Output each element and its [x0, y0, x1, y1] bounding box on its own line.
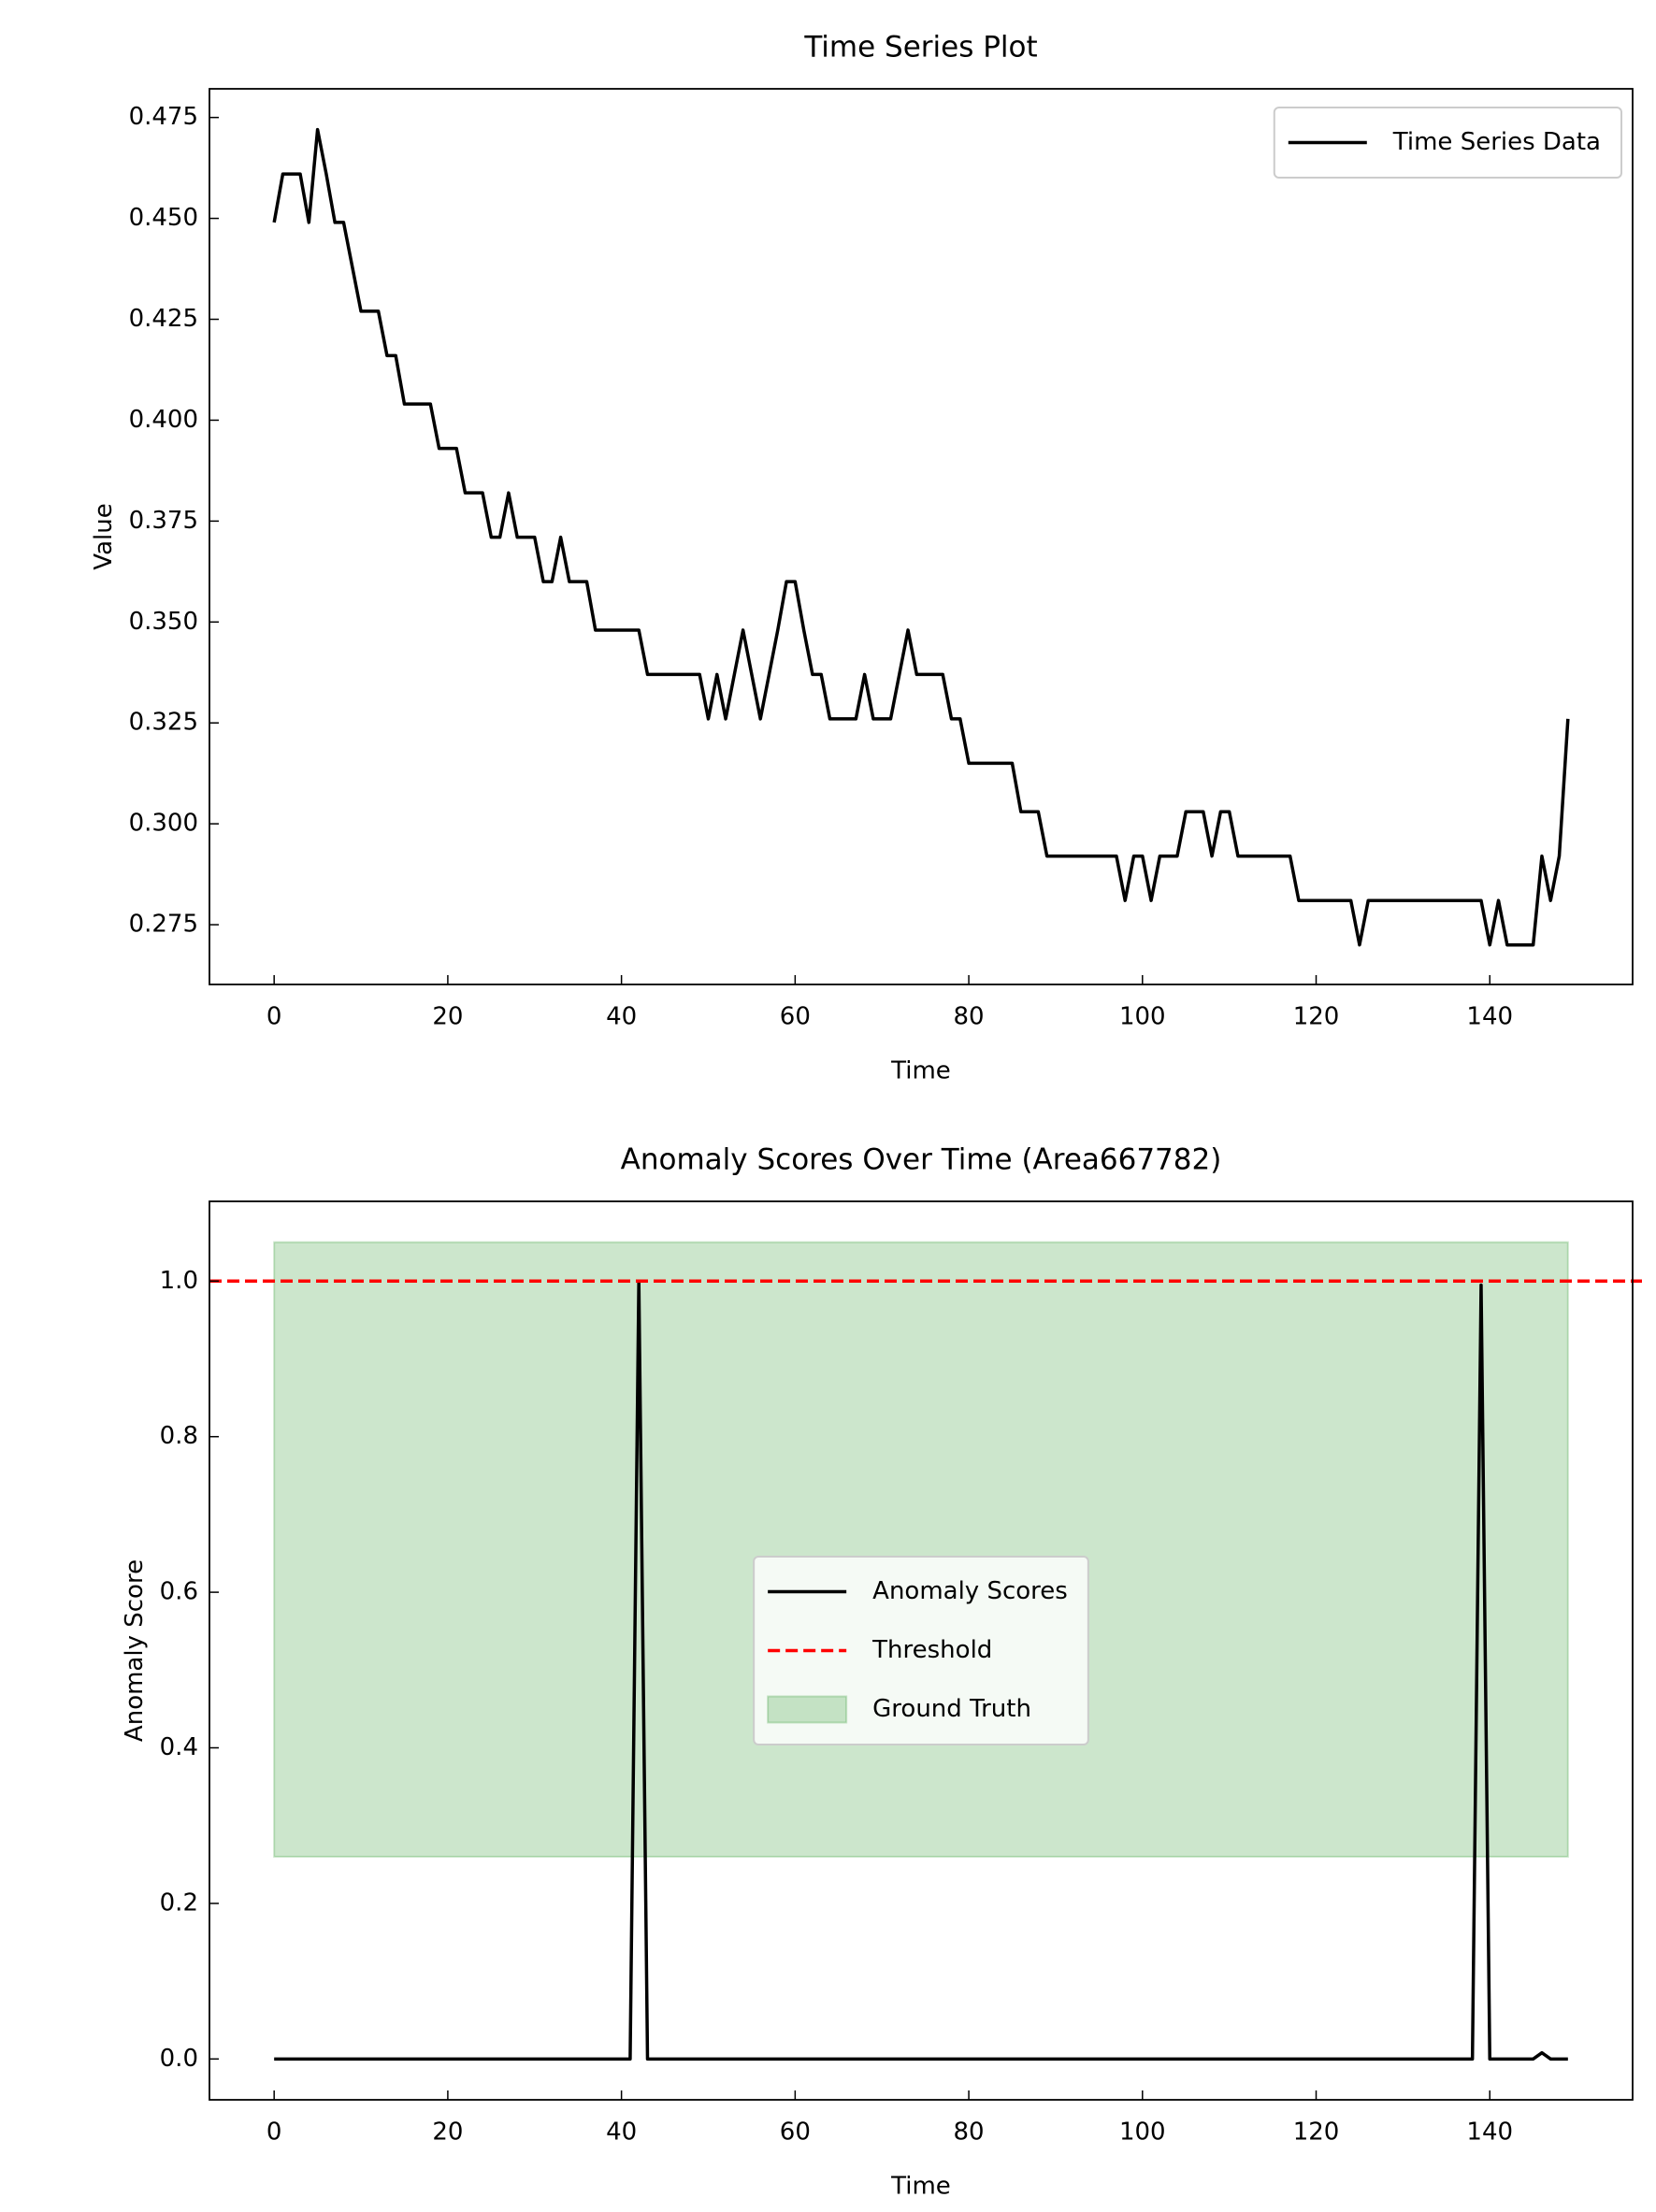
x-tick-label: 100 — [1119, 1003, 1166, 1031]
y-tick-label: 0.475 — [129, 103, 198, 131]
x-tick-label: 80 — [954, 2119, 985, 2147]
legend-label: Anomaly Scores — [872, 1577, 1068, 1605]
y-tick-label: 0.425 — [129, 305, 198, 333]
x-axis-label: Time — [890, 1057, 951, 1085]
y-tick-label: 0.325 — [129, 709, 198, 737]
y-tick-label: 1.0 — [160, 1267, 198, 1295]
y-tick-label: 0.2 — [160, 1889, 198, 1917]
x-tick-label: 40 — [606, 1003, 637, 1031]
legend-box — [1273, 107, 1622, 179]
y-tick-label: 0.350 — [129, 608, 198, 636]
x-tick-label: 100 — [1119, 2119, 1166, 2147]
y-tick-label: 0.375 — [129, 507, 198, 535]
x-tick-label: 20 — [432, 2119, 463, 2147]
x-tick-label: 80 — [954, 1003, 985, 1031]
x-tick-label: 0 — [266, 2119, 282, 2147]
legend-label: Threshold — [871, 1636, 992, 1664]
x-tick-label: 0 — [266, 1003, 282, 1031]
ground-truth-span — [273, 1241, 1569, 1858]
chart-title: Anomaly Scores Over Time (Area667782) — [621, 1143, 1222, 1177]
x-tick-label: 40 — [606, 2119, 637, 2147]
y-tick-label: 0.8 — [160, 1422, 198, 1450]
y-tick-label: 0.275 — [129, 911, 198, 939]
legend-label: Ground Truth — [872, 1695, 1031, 1723]
series-line — [272, 127, 1570, 947]
x-tick-label: 20 — [432, 1003, 463, 1031]
y-axis-label: Value — [90, 503, 118, 569]
legend: Anomaly Scores Threshold Ground Truth — [753, 1556, 1089, 1745]
y-tick-label: 0.6 — [160, 1578, 198, 1606]
legend-swatch — [767, 1695, 848, 1724]
y-tick-label: 0.0 — [160, 2045, 198, 2073]
x-axis-label: Time — [890, 2173, 951, 2201]
x-tick-label: 60 — [780, 2119, 811, 2147]
x-tick-label: 140 — [1466, 1003, 1513, 1031]
x-tick-label: 60 — [780, 1003, 811, 1031]
y-tick-label: 0.4 — [160, 1733, 198, 1761]
plot-frame — [209, 1200, 1634, 2101]
y-axis-label: Anomaly Score — [121, 1559, 149, 1742]
legend-label: Time Series Data — [1392, 128, 1601, 156]
x-tick-label: 140 — [1466, 2119, 1513, 2147]
y-tick-label: 0.400 — [129, 406, 198, 434]
legend-box — [753, 1556, 1089, 1745]
plot-frame — [209, 88, 1634, 985]
x-tick-label: 120 — [1293, 1003, 1340, 1031]
chart-title: Time Series Plot — [803, 31, 1037, 65]
x-tick-label: 120 — [1293, 2119, 1340, 2147]
y-tick-label: 0.300 — [129, 810, 198, 838]
y-tick-label: 0.450 — [129, 204, 198, 232]
legend: Time Series Data — [1273, 107, 1622, 179]
series-line — [274, 1279, 1568, 2061]
